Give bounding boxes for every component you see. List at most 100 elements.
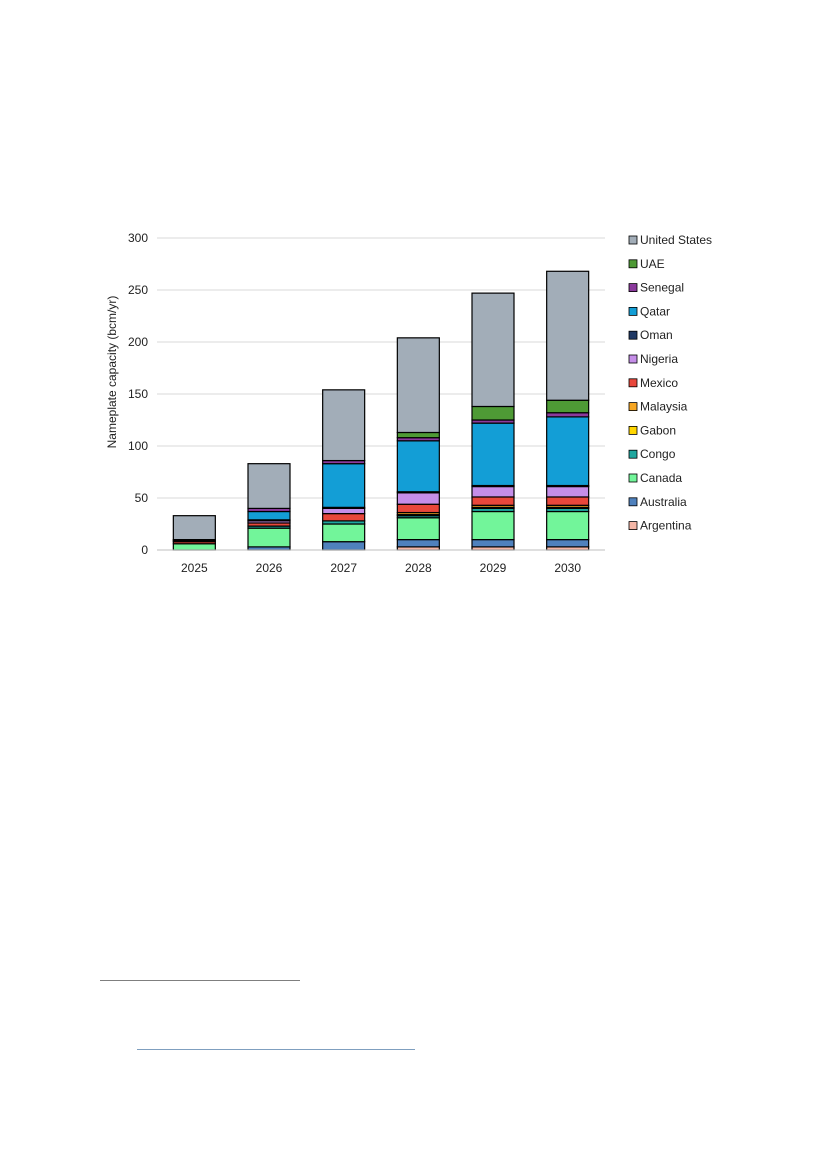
bar-stack-2030 xyxy=(546,270,590,551)
bar-segment-uae xyxy=(471,405,515,421)
legend-label: Qatar xyxy=(640,304,670,318)
bar-segment-nigeria xyxy=(471,485,515,498)
bar-segment-united-states xyxy=(546,270,590,401)
bar-segment-mexico xyxy=(471,496,515,506)
bar-segment-united-states xyxy=(247,463,291,509)
gridlines xyxy=(157,237,605,499)
legend-swatch xyxy=(628,449,638,459)
y-tick-label: 50 xyxy=(135,491,149,505)
bar-stack-2028 xyxy=(396,337,440,551)
legend-swatch xyxy=(628,378,638,388)
legend-swatch xyxy=(628,259,638,269)
legend-label: Oman xyxy=(640,328,673,342)
bar-segment-uae xyxy=(396,431,440,439)
legend-label: Senegal xyxy=(640,281,684,295)
bar-segment-australia xyxy=(322,541,366,551)
bar-segment-uae xyxy=(546,399,590,414)
bar-segment-australia xyxy=(471,538,515,548)
legend-swatch xyxy=(628,235,638,245)
legend-label: Argentina xyxy=(640,519,692,533)
x-tick-label: 2029 xyxy=(480,561,507,575)
legend-swatch xyxy=(628,521,638,530)
bar-segment-mexico xyxy=(546,496,590,506)
bar-segment-australia xyxy=(396,538,440,548)
legend-label: Gabon xyxy=(640,423,676,437)
link-underline xyxy=(137,1049,415,1050)
legend-label: Nigeria xyxy=(640,352,678,366)
legend-item: Malaysia xyxy=(628,400,688,414)
legend-label: Canada xyxy=(640,471,682,485)
bar-segment-canada xyxy=(172,543,216,551)
bar-segment-qatar xyxy=(471,422,515,487)
bar-segment-nigeria xyxy=(322,507,366,515)
legend-item: Nigeria xyxy=(628,352,678,366)
x-tick-label: 2027 xyxy=(330,561,357,575)
y-tick-label: 300 xyxy=(128,231,148,245)
bar-segment-nigeria xyxy=(396,492,440,505)
y-axis-ticks: 0 50 100 150 200 250 300 xyxy=(128,231,148,557)
legend-swatch xyxy=(628,283,638,293)
legend-label: Malaysia xyxy=(640,400,688,414)
x-tick-label: 2028 xyxy=(405,561,432,575)
legend-item: Mexico xyxy=(628,376,678,390)
bar-segment-qatar xyxy=(322,463,366,508)
legend-item: UAE xyxy=(628,257,665,271)
bar-segment-canada xyxy=(471,510,515,541)
legend-item: Argentina xyxy=(628,519,692,533)
x-tick-label: 2026 xyxy=(256,561,283,575)
bar-segment-united-states xyxy=(471,292,515,408)
bar-segment-qatar xyxy=(396,440,440,493)
legend-item: United States xyxy=(628,233,712,247)
legend-item: Congo xyxy=(628,447,676,461)
x-axis-ticks: 2025 2026 2027 2028 2029 2030 xyxy=(181,561,581,575)
legend-label: Congo xyxy=(640,447,676,461)
bar-segment-mexico xyxy=(322,512,366,522)
legend-label: Mexico xyxy=(640,376,678,390)
legend-swatch xyxy=(628,425,638,435)
legend-item: Qatar xyxy=(628,304,670,318)
legend: United States UAE Senegal Qatar Oman Nigeria M… xyxy=(628,233,712,533)
bar-segment-united-states xyxy=(322,389,366,462)
bar-stack-2027 xyxy=(322,389,366,551)
bars xyxy=(172,270,590,551)
bar-segment-mexico xyxy=(396,503,440,514)
bar-stack-2025 xyxy=(172,515,216,551)
legend-swatch xyxy=(628,354,638,364)
legend-swatch xyxy=(628,330,638,340)
y-axis-label: Nameplate capacity (bcm/yr) xyxy=(105,296,119,449)
legend-item: Australia xyxy=(628,495,687,509)
bar-segment-canada xyxy=(322,523,366,543)
y-tick-label: 250 xyxy=(128,283,148,297)
bar-segment-canada xyxy=(546,510,590,541)
x-tick-label: 2030 xyxy=(554,561,581,575)
bar-segment-australia xyxy=(546,538,590,548)
bar-segment-united-states xyxy=(172,515,216,541)
bar-segment-senegal xyxy=(546,412,590,418)
footnote-separator xyxy=(100,980,300,981)
bar-segment-canada xyxy=(247,527,291,548)
legend-label: Australia xyxy=(640,495,687,509)
bar-segment-nigeria xyxy=(546,485,590,498)
legend-swatch xyxy=(628,497,638,507)
bar-stack-2026 xyxy=(247,463,291,551)
legend-item: Senegal xyxy=(628,281,684,295)
bar-segment-qatar xyxy=(247,510,291,521)
y-tick-label: 100 xyxy=(128,439,148,453)
legend-swatch xyxy=(628,402,638,412)
legend-label: UAE xyxy=(640,257,665,271)
legend-item: Oman xyxy=(628,328,673,342)
legend-item: Canada xyxy=(628,471,682,485)
bar-stack-2029 xyxy=(471,292,515,551)
legend-swatch xyxy=(628,473,638,483)
bar-segment-canada xyxy=(396,517,440,541)
y-tick-label: 200 xyxy=(128,335,148,349)
bar-segment-united-states xyxy=(396,337,440,434)
legend-swatch xyxy=(628,306,638,316)
x-tick-label: 2025 xyxy=(181,561,208,575)
y-tick-label: 0 xyxy=(141,543,148,557)
bar-segment-qatar xyxy=(546,416,590,487)
legend-label: United States xyxy=(640,233,712,247)
y-tick-label: 150 xyxy=(128,387,148,401)
legend-item: Gabon xyxy=(628,423,676,437)
